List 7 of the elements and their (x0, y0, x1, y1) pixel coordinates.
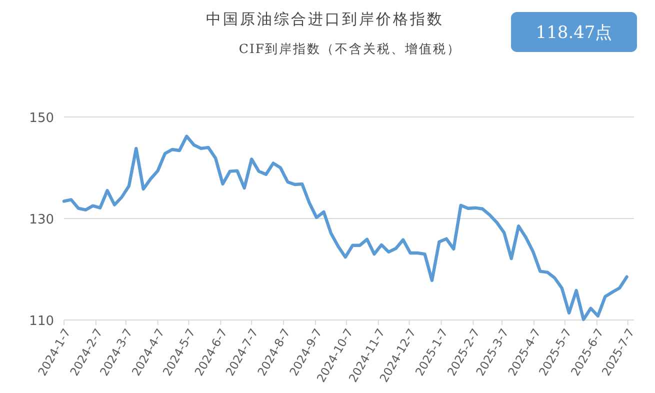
y-tick-label: 110 (29, 314, 54, 329)
y-tick-label: 130 (29, 212, 54, 228)
y-tick-label: 150 (29, 111, 54, 126)
chart-title: 中国原油综合进口到岸价格指数 (206, 10, 444, 28)
chart-subtitle: CIF到岸指数（不含关税、增值税） (238, 41, 462, 56)
line-series (62, 134, 628, 322)
text: 118.47点 (536, 23, 612, 43)
